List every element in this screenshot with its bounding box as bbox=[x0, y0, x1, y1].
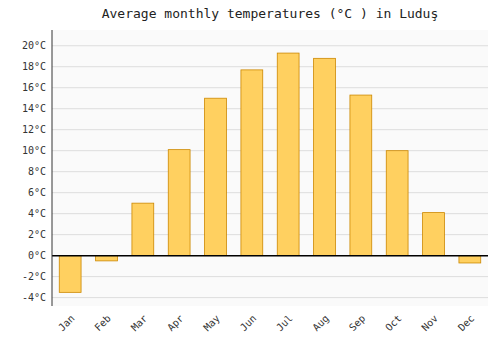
title: Average monthly temperatures (°C ) in Lu… bbox=[102, 6, 439, 21]
y-grid bbox=[52, 46, 488, 298]
x-tick-label: Oct bbox=[383, 313, 404, 334]
x-tick-label: Jun bbox=[238, 313, 259, 334]
grid-line bbox=[52, 171, 488, 172]
y-tick-label: 2°C bbox=[28, 229, 46, 240]
y-tick-label: 6°C bbox=[28, 187, 46, 198]
x-tick-label: Jan bbox=[56, 313, 77, 334]
bar bbox=[386, 151, 408, 256]
bar bbox=[168, 150, 190, 256]
y-tick-label: 0°C bbox=[28, 250, 46, 261]
bars bbox=[59, 53, 480, 292]
x-tick-label: Dec bbox=[456, 313, 477, 334]
y-tick-label: 20°C bbox=[22, 40, 46, 51]
x-tick-label: Apr bbox=[165, 313, 186, 334]
bar bbox=[96, 256, 118, 261]
y-tick-label: 4°C bbox=[28, 208, 46, 219]
zero-line bbox=[52, 255, 488, 257]
grid-line bbox=[52, 129, 488, 130]
y-tick-label: 16°C bbox=[22, 82, 46, 93]
x-tick-label: Aug bbox=[310, 313, 331, 334]
grid-line bbox=[52, 108, 488, 109]
grid-line bbox=[52, 87, 488, 88]
y-tick-label: -2°C bbox=[22, 271, 46, 282]
y-tick-label: -4°C bbox=[22, 292, 46, 303]
bar bbox=[277, 53, 299, 256]
bar bbox=[205, 98, 227, 255]
y-tick-label: 8°C bbox=[28, 166, 46, 177]
bar bbox=[241, 70, 263, 256]
bar bbox=[132, 203, 154, 255]
chart: -4°C -2°C 0°C 2°C 4°C 6°C 8°C 10°C 12°C 14°C 16°C 1… bbox=[0, 0, 500, 350]
y-tick-label: 12°C bbox=[22, 124, 46, 135]
y-tick-label: 14°C bbox=[22, 103, 46, 114]
y-tick-label: 10°C bbox=[22, 145, 46, 156]
grid-line bbox=[52, 297, 488, 298]
bar bbox=[350, 95, 372, 256]
x-tick-label: Mar bbox=[129, 313, 150, 334]
y-tick-label: 18°C bbox=[22, 61, 46, 72]
x-tick-label: Feb bbox=[92, 313, 113, 334]
x-tick-label: Sep bbox=[347, 313, 368, 334]
x-tick-label: May bbox=[201, 313, 222, 334]
bar bbox=[59, 256, 81, 293]
grid-line bbox=[52, 255, 488, 256]
plot-area bbox=[52, 30, 488, 306]
grid-line bbox=[52, 45, 488, 46]
bar bbox=[314, 58, 336, 255]
y-axis-line bbox=[52, 30, 53, 306]
grid-line bbox=[52, 276, 488, 277]
grid-line bbox=[52, 150, 488, 151]
grid-line bbox=[52, 66, 488, 67]
bar bbox=[423, 213, 445, 256]
grid-line bbox=[52, 192, 488, 193]
x-tick-label: Jul bbox=[274, 313, 295, 334]
bar bbox=[459, 256, 481, 263]
x-tick-label: Nov bbox=[419, 313, 440, 334]
